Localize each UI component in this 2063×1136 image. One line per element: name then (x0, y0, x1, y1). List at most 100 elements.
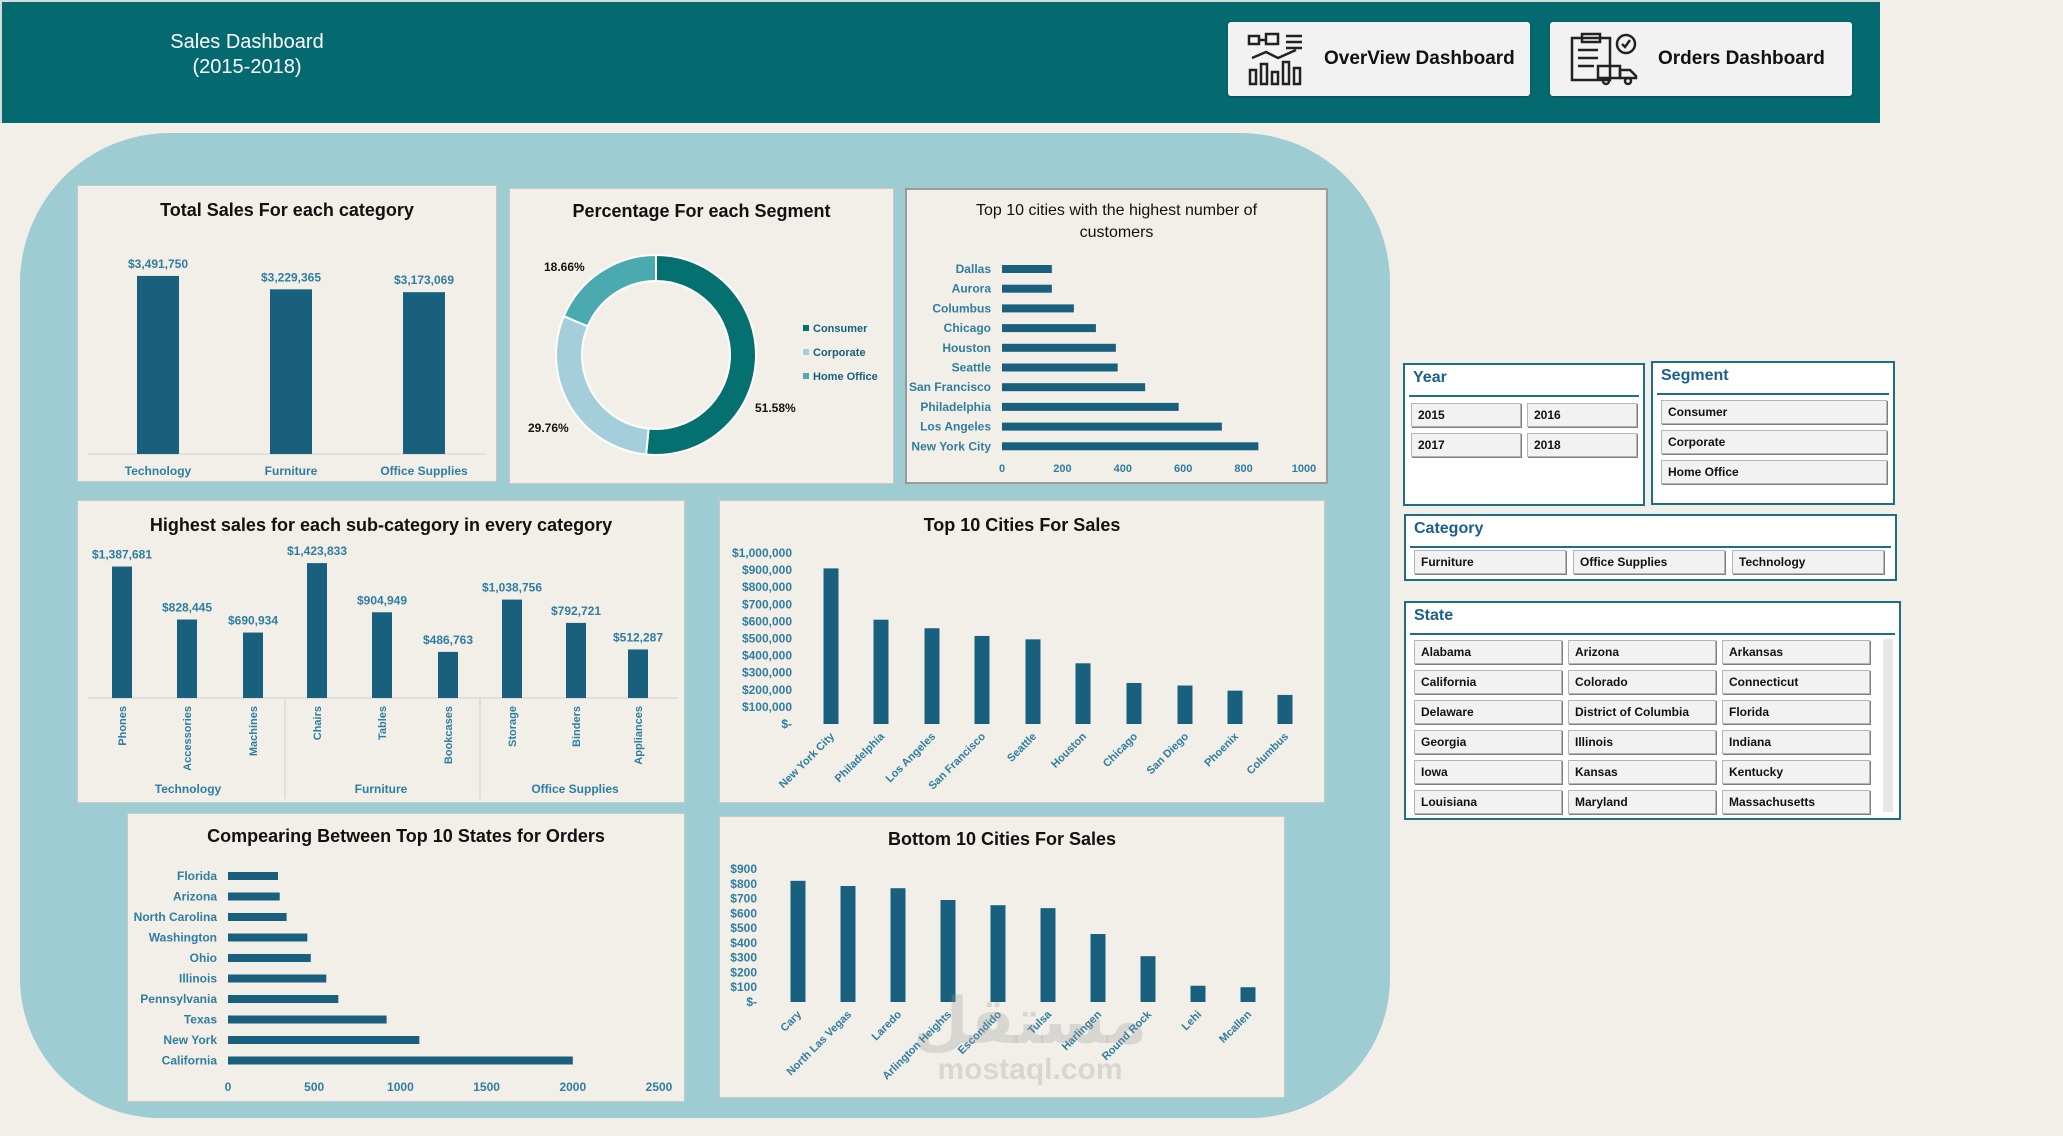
slicer-item-district-of-columbia[interactable]: District of Columbia (1568, 700, 1716, 724)
data-label: $3,229,365 (261, 270, 321, 284)
x-tick-label: 400 (1114, 463, 1132, 475)
category-tick-label: Houston (1049, 730, 1089, 770)
category-tick-label: Aurora (952, 282, 992, 296)
bar (1227, 690, 1243, 724)
y-tick-label: $100,000 (742, 700, 792, 714)
category-tick-label: San Francisco (909, 380, 991, 394)
slicer-item-alabama[interactable]: Alabama (1414, 640, 1562, 664)
x-tick-label: 200 (1053, 463, 1071, 475)
bar (228, 954, 311, 962)
bar (1126, 682, 1142, 724)
category-tick-label: Washington (149, 931, 217, 945)
y-tick-label: $700 (730, 892, 757, 906)
group-label: Office Supplies (531, 782, 619, 796)
slicer-item-delaware[interactable]: Delaware (1414, 700, 1562, 724)
category-tick-label: New York City (777, 730, 838, 791)
slicer-item-connecticut[interactable]: Connecticut (1722, 670, 1870, 694)
slicer-item-indiana[interactable]: Indiana (1722, 730, 1870, 754)
y-tick-label: $1,000,000 (732, 546, 792, 560)
category-tick-label: Bookcases (443, 706, 455, 764)
legend-swatch (803, 325, 809, 331)
y-tick-label: $400 (730, 936, 757, 950)
slicer-item-colorado[interactable]: Colorado (1568, 670, 1716, 694)
slicer-item-florida[interactable]: Florida (1722, 700, 1870, 724)
bar (1277, 694, 1293, 724)
bar (1177, 685, 1193, 724)
slicer-item-home-office[interactable]: Home Office (1661, 460, 1887, 484)
category-tick-label: Ohio (190, 951, 217, 965)
slicer-item-2018[interactable]: 2018 (1527, 433, 1637, 457)
donut-slice (562, 253, 657, 328)
slicer-item-2017[interactable]: 2017 (1411, 433, 1521, 457)
chart-title: Bottom 10 Cities For Sales (887, 829, 1117, 849)
slicer-item-furniture[interactable]: Furniture (1414, 550, 1566, 574)
data-label: $3,491,750 (128, 257, 188, 271)
slicer-item-office-supplies[interactable]: Office Supplies (1573, 550, 1725, 574)
slicer-item-arizona[interactable]: Arizona (1568, 640, 1716, 664)
chart-title: Compearing Between Top 10 States for Ord… (207, 826, 605, 846)
data-label: $792,721 (551, 604, 601, 618)
group-label: Furniture (355, 782, 408, 796)
bar (1002, 265, 1052, 273)
bar (228, 913, 287, 921)
y-tick-label: $900 (730, 862, 757, 876)
category-tick-label: Pennsylvania (140, 992, 217, 1006)
mostaql-watermark: مستقل mostaql.com (912, 985, 1148, 1086)
category-tick-label: Columbus (932, 301, 991, 315)
slicer-item-corporate[interactable]: Corporate (1661, 430, 1887, 454)
slicer-item-consumer[interactable]: Consumer (1661, 400, 1887, 424)
legend-swatch (803, 349, 809, 355)
bar (228, 1015, 387, 1024)
bar (1240, 987, 1256, 1002)
data-label: $904,949 (357, 593, 407, 607)
y-tick-label: $500,000 (742, 632, 792, 646)
category-tick-label: San Diego (1145, 730, 1192, 777)
bar (790, 880, 806, 1002)
category-tick-label: California (162, 1054, 218, 1068)
slicer-item-massachusetts[interactable]: Massachusetts (1722, 790, 1870, 814)
slicer-item-maryland[interactable]: Maryland (1568, 790, 1716, 814)
orders-dashboard-button[interactable]: Orders Dashboard (1550, 22, 1852, 96)
y-tick-label: $800,000 (742, 580, 792, 594)
bar (974, 635, 990, 724)
x-tick-label: 800 (1234, 463, 1252, 475)
category-tick-label: Illinois (179, 972, 217, 986)
category-tick-label: Florida (177, 869, 217, 883)
bar (307, 563, 327, 698)
slicer-item-2015[interactable]: 2015 (1411, 403, 1521, 427)
bottom-cities-sales-card: Bottom 10 Cities For Sales $- $100 $200 $30… (719, 816, 1285, 1098)
overview-dashboard-button[interactable]: OverView Dashboard (1228, 22, 1530, 96)
bar (628, 649, 648, 698)
category-tick-label: Tables (377, 706, 389, 740)
bar (228, 1036, 420, 1044)
y-tick-label: $900,000 (742, 563, 792, 577)
slicer-item-california[interactable]: California (1414, 670, 1562, 694)
bar (1090, 934, 1106, 1002)
slicer-item-iowa[interactable]: Iowa (1414, 760, 1562, 784)
y-tick-label: $300 (730, 951, 757, 965)
category-tick-label: Lehi (1180, 1009, 1204, 1033)
bar (228, 974, 327, 983)
slicer-item-kentucky[interactable]: Kentucky (1722, 760, 1870, 784)
bar (1002, 442, 1259, 451)
slicer-item-arkansas[interactable]: Arkansas (1722, 640, 1870, 664)
slicer-item-georgia[interactable]: Georgia (1414, 730, 1562, 754)
slicer-item-kansas[interactable]: Kansas (1568, 760, 1716, 784)
bar (1002, 363, 1118, 372)
bar (1002, 304, 1074, 313)
slicer-item-louisiana[interactable]: Louisiana (1414, 790, 1562, 814)
category-slicer: Category Furniture Office Supplies Technol… (1404, 514, 1897, 581)
category-tick-label: Machines (248, 706, 260, 756)
slicer-item-2016[interactable]: 2016 (1527, 403, 1637, 427)
slicer-item-illinois[interactable]: Illinois (1568, 730, 1716, 754)
y-tick-label: $500 (730, 921, 757, 935)
bar (112, 566, 132, 698)
top-cities-sales-chart: $- $100,000 $200,000 $300,000 $400,000 $500,0… (732, 546, 1293, 792)
chart-title: Total Sales For each category (160, 200, 414, 220)
segment-donut-chart: 51.58% 29.76% 18.66% Consumer Corporate Home … (528, 253, 878, 456)
top-states-orders-chart: Florida Arizona North Carolina Washington Oh… (134, 869, 673, 1094)
slicer-item-technology[interactable]: Technology (1732, 550, 1884, 574)
category-tick-label: Philadelphia (833, 730, 888, 785)
state-slicer-scrollbar[interactable] (1883, 639, 1893, 812)
chart-title: Top 10 cities with the highest number of… (975, 202, 1258, 241)
